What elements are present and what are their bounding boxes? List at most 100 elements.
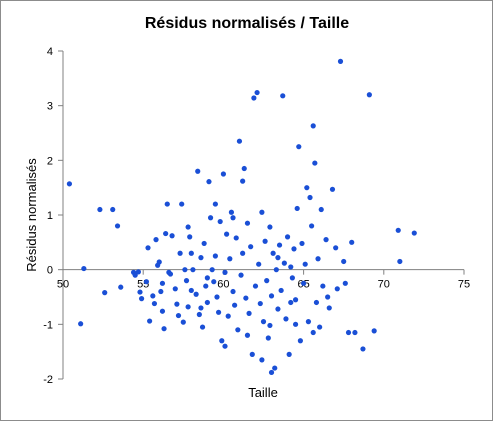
data-point: [240, 178, 246, 184]
y-tick-label: 3: [47, 101, 53, 113]
data-point: [267, 224, 273, 230]
data-point: [275, 306, 281, 312]
data-point: [185, 304, 191, 310]
data-point: [323, 237, 329, 243]
y-tick-label: 0: [47, 265, 53, 277]
data-point: [66, 181, 73, 187]
data-point: [264, 278, 270, 284]
data-point: [198, 305, 204, 311]
data-point: [297, 338, 303, 344]
data-point: [276, 242, 283, 248]
data-point: [299, 240, 305, 247]
data-point: [153, 237, 159, 243]
data-point: [155, 262, 161, 268]
x-axis-label: Taille: [248, 385, 278, 400]
data-point: [222, 343, 228, 349]
data-point: [342, 280, 348, 286]
data-point: [246, 310, 252, 316]
data-point: [114, 223, 121, 229]
data-point: [185, 224, 191, 230]
data-points: [66, 58, 417, 376]
data-point: [198, 255, 204, 261]
tick-labels: -2-101234505560657075: [43, 46, 470, 386]
data-point: [222, 269, 228, 275]
data-point: [313, 299, 320, 306]
data-point: [219, 338, 225, 344]
y-tick-label: -1: [43, 319, 53, 331]
data-point: [275, 255, 281, 261]
data-point: [193, 291, 199, 297]
data-point: [318, 206, 324, 213]
data-point: [143, 279, 150, 285]
data-point: [310, 123, 316, 129]
data-point: [164, 201, 170, 207]
data-point: [270, 250, 276, 256]
data-point: [174, 301, 180, 307]
data-point: [203, 283, 209, 289]
data-point: [292, 297, 299, 303]
data-point: [158, 288, 164, 295]
data-point: [78, 321, 84, 327]
data-point: [289, 275, 295, 281]
data-point: [296, 144, 302, 150]
data-point: [182, 267, 188, 273]
data-point: [235, 327, 241, 333]
data-point: [310, 329, 316, 336]
data-point: [212, 253, 218, 259]
data-point: [177, 250, 183, 256]
data-point: [305, 319, 312, 325]
data-point: [224, 231, 230, 237]
data-point: [241, 165, 247, 172]
data-point: [334, 286, 340, 292]
data-point: [366, 92, 372, 98]
data-point: [268, 369, 275, 376]
data-point: [225, 313, 231, 319]
data-point: [288, 299, 294, 306]
data-point: [360, 346, 366, 352]
data-point: [97, 206, 103, 213]
data-point: [230, 215, 236, 221]
data-point: [288, 264, 294, 270]
data-point: [268, 293, 275, 299]
data-point: [206, 179, 212, 185]
data-point: [312, 160, 318, 166]
data-point: [195, 168, 201, 174]
data-point: [286, 351, 292, 357]
axes: [58, 50, 465, 380]
data-point: [302, 261, 308, 267]
data-point: [341, 258, 347, 265]
data-point: [291, 246, 297, 252]
data-point: [262, 238, 268, 244]
y-tick-label: 1: [47, 210, 53, 222]
data-point: [204, 299, 210, 306]
data-point: [211, 279, 217, 285]
data-point: [196, 311, 202, 318]
data-point: [169, 233, 175, 239]
data-point: [248, 244, 254, 250]
data-point: [102, 290, 108, 296]
data-point: [180, 319, 186, 325]
data-point: [260, 319, 267, 325]
data-point: [244, 220, 251, 226]
data-point: [238, 272, 244, 278]
data-point: [118, 284, 124, 290]
data-point: [135, 269, 141, 275]
y-tick-label: -2: [43, 374, 53, 386]
data-point: [199, 324, 206, 330]
data-point: [243, 295, 249, 301]
data-point: [183, 278, 190, 284]
data-point: [254, 89, 260, 96]
data-point: [190, 267, 196, 273]
data-point: [163, 230, 169, 237]
data-point: [244, 332, 251, 338]
data-point: [132, 272, 138, 278]
data-point: [252, 283, 259, 289]
data-point: [172, 286, 178, 292]
data-point: [337, 58, 344, 64]
data-point: [212, 201, 218, 207]
data-point: [188, 250, 194, 256]
data-point: [315, 256, 321, 262]
data-point: [320, 283, 326, 289]
